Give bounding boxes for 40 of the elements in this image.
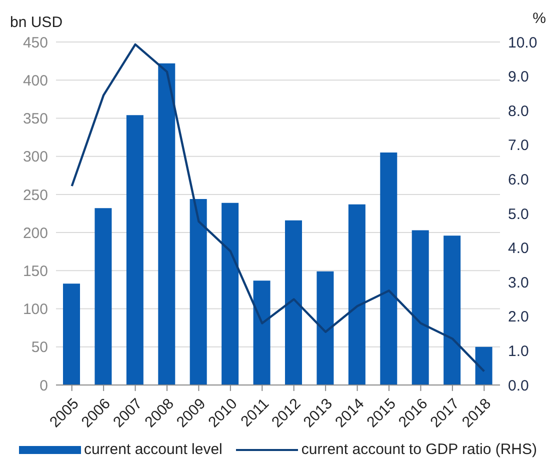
y2-tick-label: 3.0 (508, 274, 529, 292)
y2-tick-label: 2.0 (508, 308, 529, 326)
y2-tick-label: 7.0 (508, 137, 529, 154)
y2-tick-label: 1.0 (508, 343, 529, 360)
y-tick-label: 100 (22, 301, 48, 318)
bar (285, 220, 302, 385)
y2-tick-label: 10.0 (508, 34, 538, 52)
y-tick-label: 200 (22, 224, 48, 242)
bar (190, 199, 207, 385)
bar (348, 204, 366, 385)
bar (444, 236, 461, 385)
y2-tick-label: 4.0 (508, 240, 529, 258)
bar (94, 208, 112, 385)
bar (316, 271, 334, 385)
y-tick-label: 50 (31, 339, 48, 356)
line-series (70, 43, 486, 372)
y2-tick-label: 5.0 (508, 206, 529, 223)
legend-label: current account level (84, 441, 222, 458)
y-tick-label: 250 (22, 186, 48, 204)
bar (380, 152, 398, 385)
y-tick-label: 300 (22, 148, 48, 166)
bar (126, 115, 144, 385)
y2-tick-label: 9.0 (508, 68, 529, 86)
y-tick-label: 150 (22, 262, 48, 280)
bar (222, 202, 239, 385)
y-axis-title: bn USD (10, 14, 63, 31)
y-tick-label: 450 (22, 34, 48, 52)
bar (253, 280, 270, 385)
y2-tick-label: 0.0 (508, 377, 529, 394)
bar (158, 63, 176, 385)
y2-axis-title: % (532, 10, 546, 27)
y-tick-label: 350 (22, 110, 48, 128)
y2-tick-label: 6.0 (508, 172, 529, 189)
legend-label: current account to GDP ratio (RHS) (301, 441, 538, 458)
y-tick-label: 400 (22, 72, 48, 90)
bar (412, 230, 429, 385)
y-tick-label: 0 (40, 377, 48, 394)
y2-tick-label: 8.0 (508, 102, 529, 120)
bar (63, 284, 80, 385)
bar (475, 346, 492, 385)
